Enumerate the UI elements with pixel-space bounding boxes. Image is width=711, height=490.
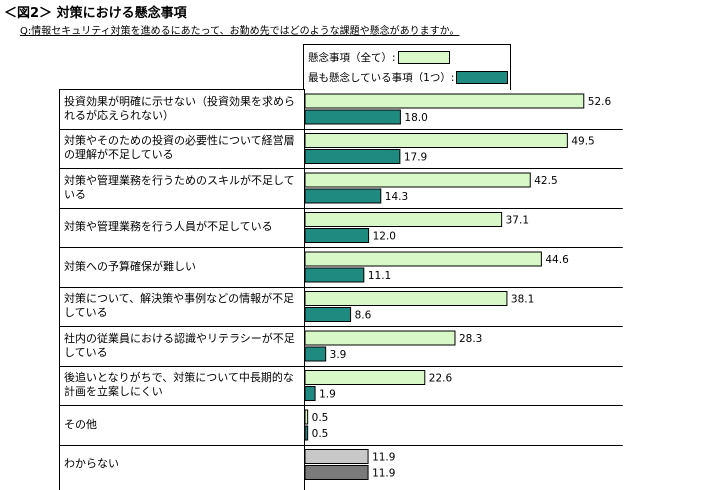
legend-item-all: 懸念事項（全て）: <box>308 50 450 65</box>
bar-all <box>304 409 309 425</box>
value-label-top: 11.9 <box>372 468 395 480</box>
value-label-all: 42.5 <box>534 175 557 187</box>
bar-all <box>304 93 585 109</box>
value-label-all: 28.3 <box>459 333 482 345</box>
figure-title: ＜図2＞ 対策における懸念事項 <box>4 6 187 21</box>
bar-all <box>304 370 426 385</box>
value-label-all: 38.1 <box>511 294 534 306</box>
bar-all <box>304 172 531 188</box>
bar-top <box>304 149 401 164</box>
value-label-top: 0.5 <box>312 428 329 440</box>
value-label-all: 0.5 <box>312 412 329 424</box>
value-label-top: 11.1 <box>368 270 391 282</box>
bar-chart: 52.6 18.0 49.5 17.9 42.5 14.3 37.1 12.0 44.6 11.1… <box>59 89 711 490</box>
category-label: 対策や管理業務を行う人員が不足している <box>64 220 273 234</box>
value-label-top: 8.6 <box>355 310 372 322</box>
bar-top <box>304 188 382 204</box>
bar-all <box>304 133 568 148</box>
category-label: わからない <box>64 457 119 471</box>
value-label-top: 18.0 <box>404 112 427 124</box>
bar-top <box>304 228 370 243</box>
bar-top <box>304 109 401 125</box>
value-label-all: 52.6 <box>588 96 612 108</box>
value-label-top: 14.3 <box>385 191 408 203</box>
legend-swatch-top <box>456 71 509 84</box>
category-label: 社内の従業員における認識やリテラシーが不足している <box>64 331 295 359</box>
value-label-all: 22.6 <box>429 373 453 385</box>
legend-item-top: 最も懸念している事項（1つ）: <box>308 70 509 85</box>
value-label-top: 17.9 <box>404 152 427 164</box>
bar-all <box>304 212 503 227</box>
chart-canvas: 52.6 18.0 49.5 17.9 42.5 14.3 37.1 12.0 44.6 11.1… <box>59 89 623 490</box>
value-label-top: 1.9 <box>319 389 336 401</box>
bar-top <box>304 425 309 441</box>
value-label-all: 49.5 <box>571 136 594 148</box>
bar-top <box>304 386 316 401</box>
category-label: 後追いとなりがちで、対策について中長期的な計画を立案しにくい <box>64 371 294 399</box>
category-label: 対策や管理業務を行うためのスキルが不足している <box>64 173 295 201</box>
legend-label-all: 懸念事項（全て）: <box>308 52 396 64</box>
legend: 懸念事項（全て）: 最も懸念している事項（1つ）: <box>303 44 511 90</box>
survey-question: Q:情報セキュリティ対策を進めるにあたって、お勤め先ではどのような課題や懸念があ… <box>20 26 460 37</box>
value-label-top: 12.0 <box>373 231 396 243</box>
bar-top <box>304 346 327 362</box>
category-label: 対策への予算確保が難しい <box>64 259 196 273</box>
bar-all <box>304 291 508 306</box>
category-label: 対策について、解決策や事例などの情報が不足している <box>64 292 295 320</box>
value-label-all: 11.9 <box>372 452 395 464</box>
value-label-top: 3.9 <box>330 349 347 361</box>
legend-swatch-all <box>397 51 450 64</box>
value-label-all: 37.1 <box>506 215 529 227</box>
value-label-all: 44.6 <box>545 254 569 266</box>
bar-top <box>304 307 352 322</box>
bar-all <box>304 251 542 267</box>
category-label: その他 <box>64 417 97 431</box>
legend-label-top: 最も懸念している事項（1つ）: <box>308 72 455 84</box>
category-label: 対策やそのための投資の必要性について経営層の理解が不足している <box>64 134 295 162</box>
bar-all <box>304 330 456 346</box>
bar-all <box>304 449 369 464</box>
bar-top <box>304 465 369 480</box>
bar-top <box>304 267 365 283</box>
category-label: 投資効果が明確に示せない（投資効果を求められるが応えられない） <box>64 94 295 122</box>
